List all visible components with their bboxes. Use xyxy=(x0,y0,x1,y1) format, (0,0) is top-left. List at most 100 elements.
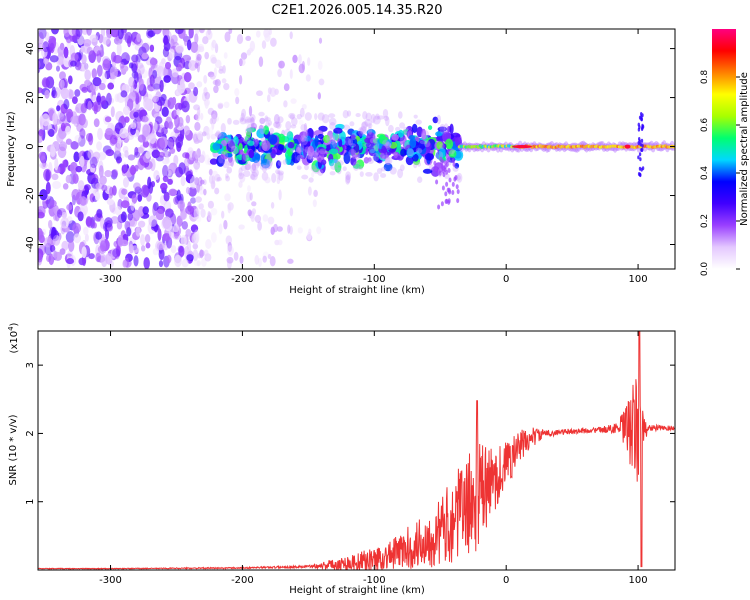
spectrogram-cell xyxy=(307,154,313,160)
spectrogram-cell xyxy=(382,139,390,147)
spectrogram-cell xyxy=(193,138,200,144)
spectrogram-cell xyxy=(419,140,428,145)
spectrogram-cell xyxy=(351,154,360,160)
spectrogram-cell xyxy=(178,245,185,258)
spectrogram-cell xyxy=(56,209,63,218)
spectrogram-cell xyxy=(218,132,227,140)
spectrogram-cell xyxy=(109,66,118,79)
spectrogram-cell xyxy=(367,123,373,128)
spectrogram-cell xyxy=(266,159,273,170)
snr-y-ticks: 1 2 3 xyxy=(25,362,675,505)
spectrogram-cell xyxy=(163,37,170,45)
spectrogram-cell xyxy=(138,78,144,91)
spectrogram-cell xyxy=(383,162,393,172)
spectrogram-cell xyxy=(239,173,246,183)
spectrogram-cell xyxy=(210,133,217,140)
spectrogram-cell xyxy=(275,121,282,129)
spectrogram-cell xyxy=(163,75,172,83)
spectrogram-cell xyxy=(147,30,156,37)
spectrogram-cell xyxy=(372,152,380,162)
spectrogram-cell xyxy=(367,159,374,165)
colorbar-tick-label: 0.6 xyxy=(700,118,710,133)
spectrogram-cell xyxy=(169,48,175,60)
spectrogram-cell xyxy=(121,188,128,195)
spectrogram-cell xyxy=(224,193,231,202)
spectrogram-cell xyxy=(248,47,254,54)
spectrogram-cell xyxy=(74,134,82,143)
spectrogram-cell xyxy=(162,175,169,183)
spectrogram-cell xyxy=(62,183,69,190)
spectrogram-cell xyxy=(273,121,281,128)
spectrogram-cell xyxy=(221,78,227,84)
spectrogram-cell xyxy=(224,31,231,43)
spectrogram-cell xyxy=(209,118,213,125)
spectrogram-cell xyxy=(42,41,50,53)
spectrogram-cell xyxy=(167,178,173,185)
spectrogram-cell xyxy=(290,148,296,153)
spectrogram-cell xyxy=(51,86,56,97)
spectrogram-cell xyxy=(277,68,282,78)
spectrogram-cell xyxy=(259,163,265,170)
spectrogram-cell xyxy=(246,127,257,133)
spectrogram-cell xyxy=(193,232,200,243)
spectrogram-cell xyxy=(56,105,61,112)
spectrogram-cell xyxy=(456,172,463,183)
spectrogram-cell xyxy=(262,142,268,151)
spectrogram-cell xyxy=(217,102,224,109)
snr-panel: -300 -200 -100 0 100 1 2 3 Height of straight … xyxy=(7,322,676,596)
spectrogram-cell xyxy=(382,108,389,118)
spectrogram-cell xyxy=(367,126,373,135)
spectrogram-cell xyxy=(391,133,399,141)
spectrogram-cell xyxy=(204,154,210,165)
spectrogram-cell xyxy=(133,255,139,267)
spectrogram-cell xyxy=(247,209,252,217)
spectrogram-cell xyxy=(227,117,232,125)
spectrogram-cell xyxy=(142,140,150,148)
spectrogram-cell xyxy=(196,81,203,88)
spectrogram-cell xyxy=(70,60,77,67)
spectrogram-cell xyxy=(41,77,50,88)
spectrogram-cell xyxy=(99,252,106,263)
spectrogram-cell xyxy=(178,162,186,175)
spectrogram-cell xyxy=(336,160,344,166)
spectrogram-cell xyxy=(126,227,132,237)
spectrogram-cell xyxy=(441,158,445,164)
spectrogram-cell xyxy=(314,147,320,156)
spectrogram-cell xyxy=(207,29,212,36)
spectrogram-y-label: Frequency (Hz) xyxy=(6,111,17,187)
spectrogram-cell xyxy=(220,150,226,156)
spectrogram-cell xyxy=(274,88,279,95)
spectrogram-cell xyxy=(173,154,179,166)
spectrogram-cell xyxy=(134,146,139,156)
spectrogram-cell xyxy=(445,162,449,167)
spectrogram-cell xyxy=(153,170,160,181)
spectrogram-cell xyxy=(385,141,392,150)
spectrogram-cell xyxy=(262,164,271,170)
spectrogram-cell xyxy=(271,173,277,183)
spectrogram-cell xyxy=(181,258,189,268)
spectrogram-cell xyxy=(160,182,168,191)
spectrogram-cell xyxy=(218,155,224,164)
spectrogram-cell xyxy=(51,29,59,35)
spectrogram-cell xyxy=(89,34,99,43)
spectrogram-cell xyxy=(96,64,103,77)
snr-frame xyxy=(37,330,676,571)
spectrogram-cell xyxy=(363,142,372,148)
spectrogram-cell xyxy=(201,258,207,267)
spectrogram-y-tick-label: -40 xyxy=(25,236,36,252)
spectrogram-cell xyxy=(169,147,176,155)
spectrogram-cell xyxy=(137,134,146,143)
spectrogram-cell xyxy=(226,256,234,264)
spectrogram-cell xyxy=(244,118,251,125)
spectrogram-cell xyxy=(68,239,75,252)
spectrogram-cell xyxy=(73,233,81,244)
spectrogram-cell xyxy=(120,211,127,223)
spectrogram-cell xyxy=(254,160,260,169)
spectrogram-cell xyxy=(254,214,262,223)
spectrogram-cell xyxy=(74,106,80,114)
spectrogram-cell xyxy=(96,141,103,151)
spectrogram-cell xyxy=(209,74,216,80)
spectrogram-cell xyxy=(205,238,212,250)
spectrogram-cell xyxy=(109,186,114,196)
spectrogram-cell xyxy=(283,100,288,108)
